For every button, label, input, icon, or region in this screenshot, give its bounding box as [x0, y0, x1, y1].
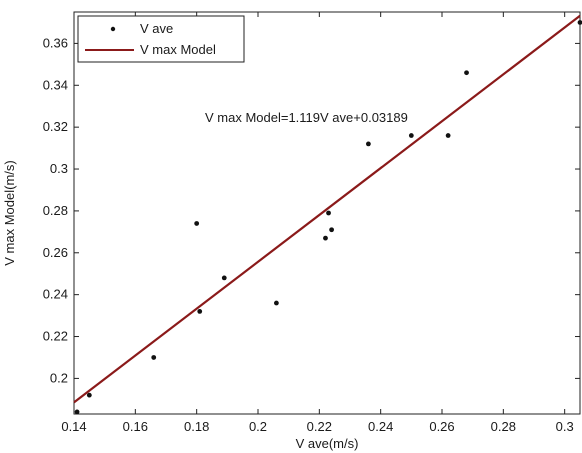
- y-tick-label: 0.28: [43, 203, 68, 218]
- x-tick-label: 0.22: [307, 419, 332, 434]
- data-point-v-ave: [445, 133, 451, 138]
- data-point-v-ave: [329, 227, 334, 233]
- data-point-v-ave: [74, 409, 80, 415]
- x-axis-label: V ave(m/s): [296, 436, 359, 451]
- y-axis-label: V max Model(m/s): [2, 160, 17, 265]
- y-tick-label: 0.22: [43, 329, 68, 344]
- y-tick-label: 0.24: [43, 287, 68, 302]
- data-point-v-ave: [194, 221, 200, 226]
- fit-line-v-max-model: [73, 14, 581, 404]
- legend-marker-v-ave: [110, 26, 116, 32]
- data-point-v-ave: [326, 210, 331, 216]
- y-tick-label: 0.34: [43, 77, 68, 92]
- y-tick-label: 0.32: [43, 119, 68, 134]
- x-tick-label: 0.28: [491, 419, 516, 434]
- x-tick-label: 0.26: [429, 419, 454, 434]
- x-tick-label: 0.2: [249, 419, 267, 434]
- legend-label-v-max-model: V max Model: [140, 42, 216, 57]
- y-tick-label: 0.36: [43, 35, 68, 50]
- data-point-v-ave: [464, 70, 469, 76]
- data-point-v-ave: [577, 20, 582, 25]
- annotation-equation: V max Model=1.119V ave+0.03189: [205, 110, 408, 125]
- data-point-v-ave: [221, 275, 227, 281]
- x-tick-label: 0.18: [184, 419, 209, 434]
- x-axis-ticks: 0.14 0.16 0.18 0.2 0.22 0.24 0.26 0.28 0.3: [61, 12, 574, 434]
- legend-label-v-ave: V ave: [140, 21, 173, 36]
- legend: V ave V max Model: [77, 15, 245, 63]
- data-point-v-ave: [86, 392, 92, 398]
- data-point-v-ave: [197, 309, 203, 314]
- y-tick-label: 0.2: [50, 370, 68, 385]
- data-point-v-ave: [366, 141, 371, 147]
- series-layer: [73, 14, 582, 415]
- data-point-v-ave: [323, 235, 328, 241]
- data-point-v-ave: [151, 355, 157, 360]
- data-point-v-ave: [408, 133, 414, 138]
- legend-box: [77, 15, 245, 63]
- x-tick-label: 0.3: [556, 419, 574, 434]
- y-axis-ticks: 0.2 0.22 0.24 0.26 0.28 0.3 0.32 0.34 0.36: [43, 35, 580, 385]
- y-tick-label: 0.26: [43, 245, 68, 260]
- x-tick-label: 0.24: [368, 419, 393, 434]
- y-tick-label: 0.3: [50, 161, 68, 176]
- x-tick-label: 0.16: [123, 419, 148, 434]
- data-point-v-ave: [274, 300, 279, 306]
- x-tick-label: 0.14: [61, 419, 86, 434]
